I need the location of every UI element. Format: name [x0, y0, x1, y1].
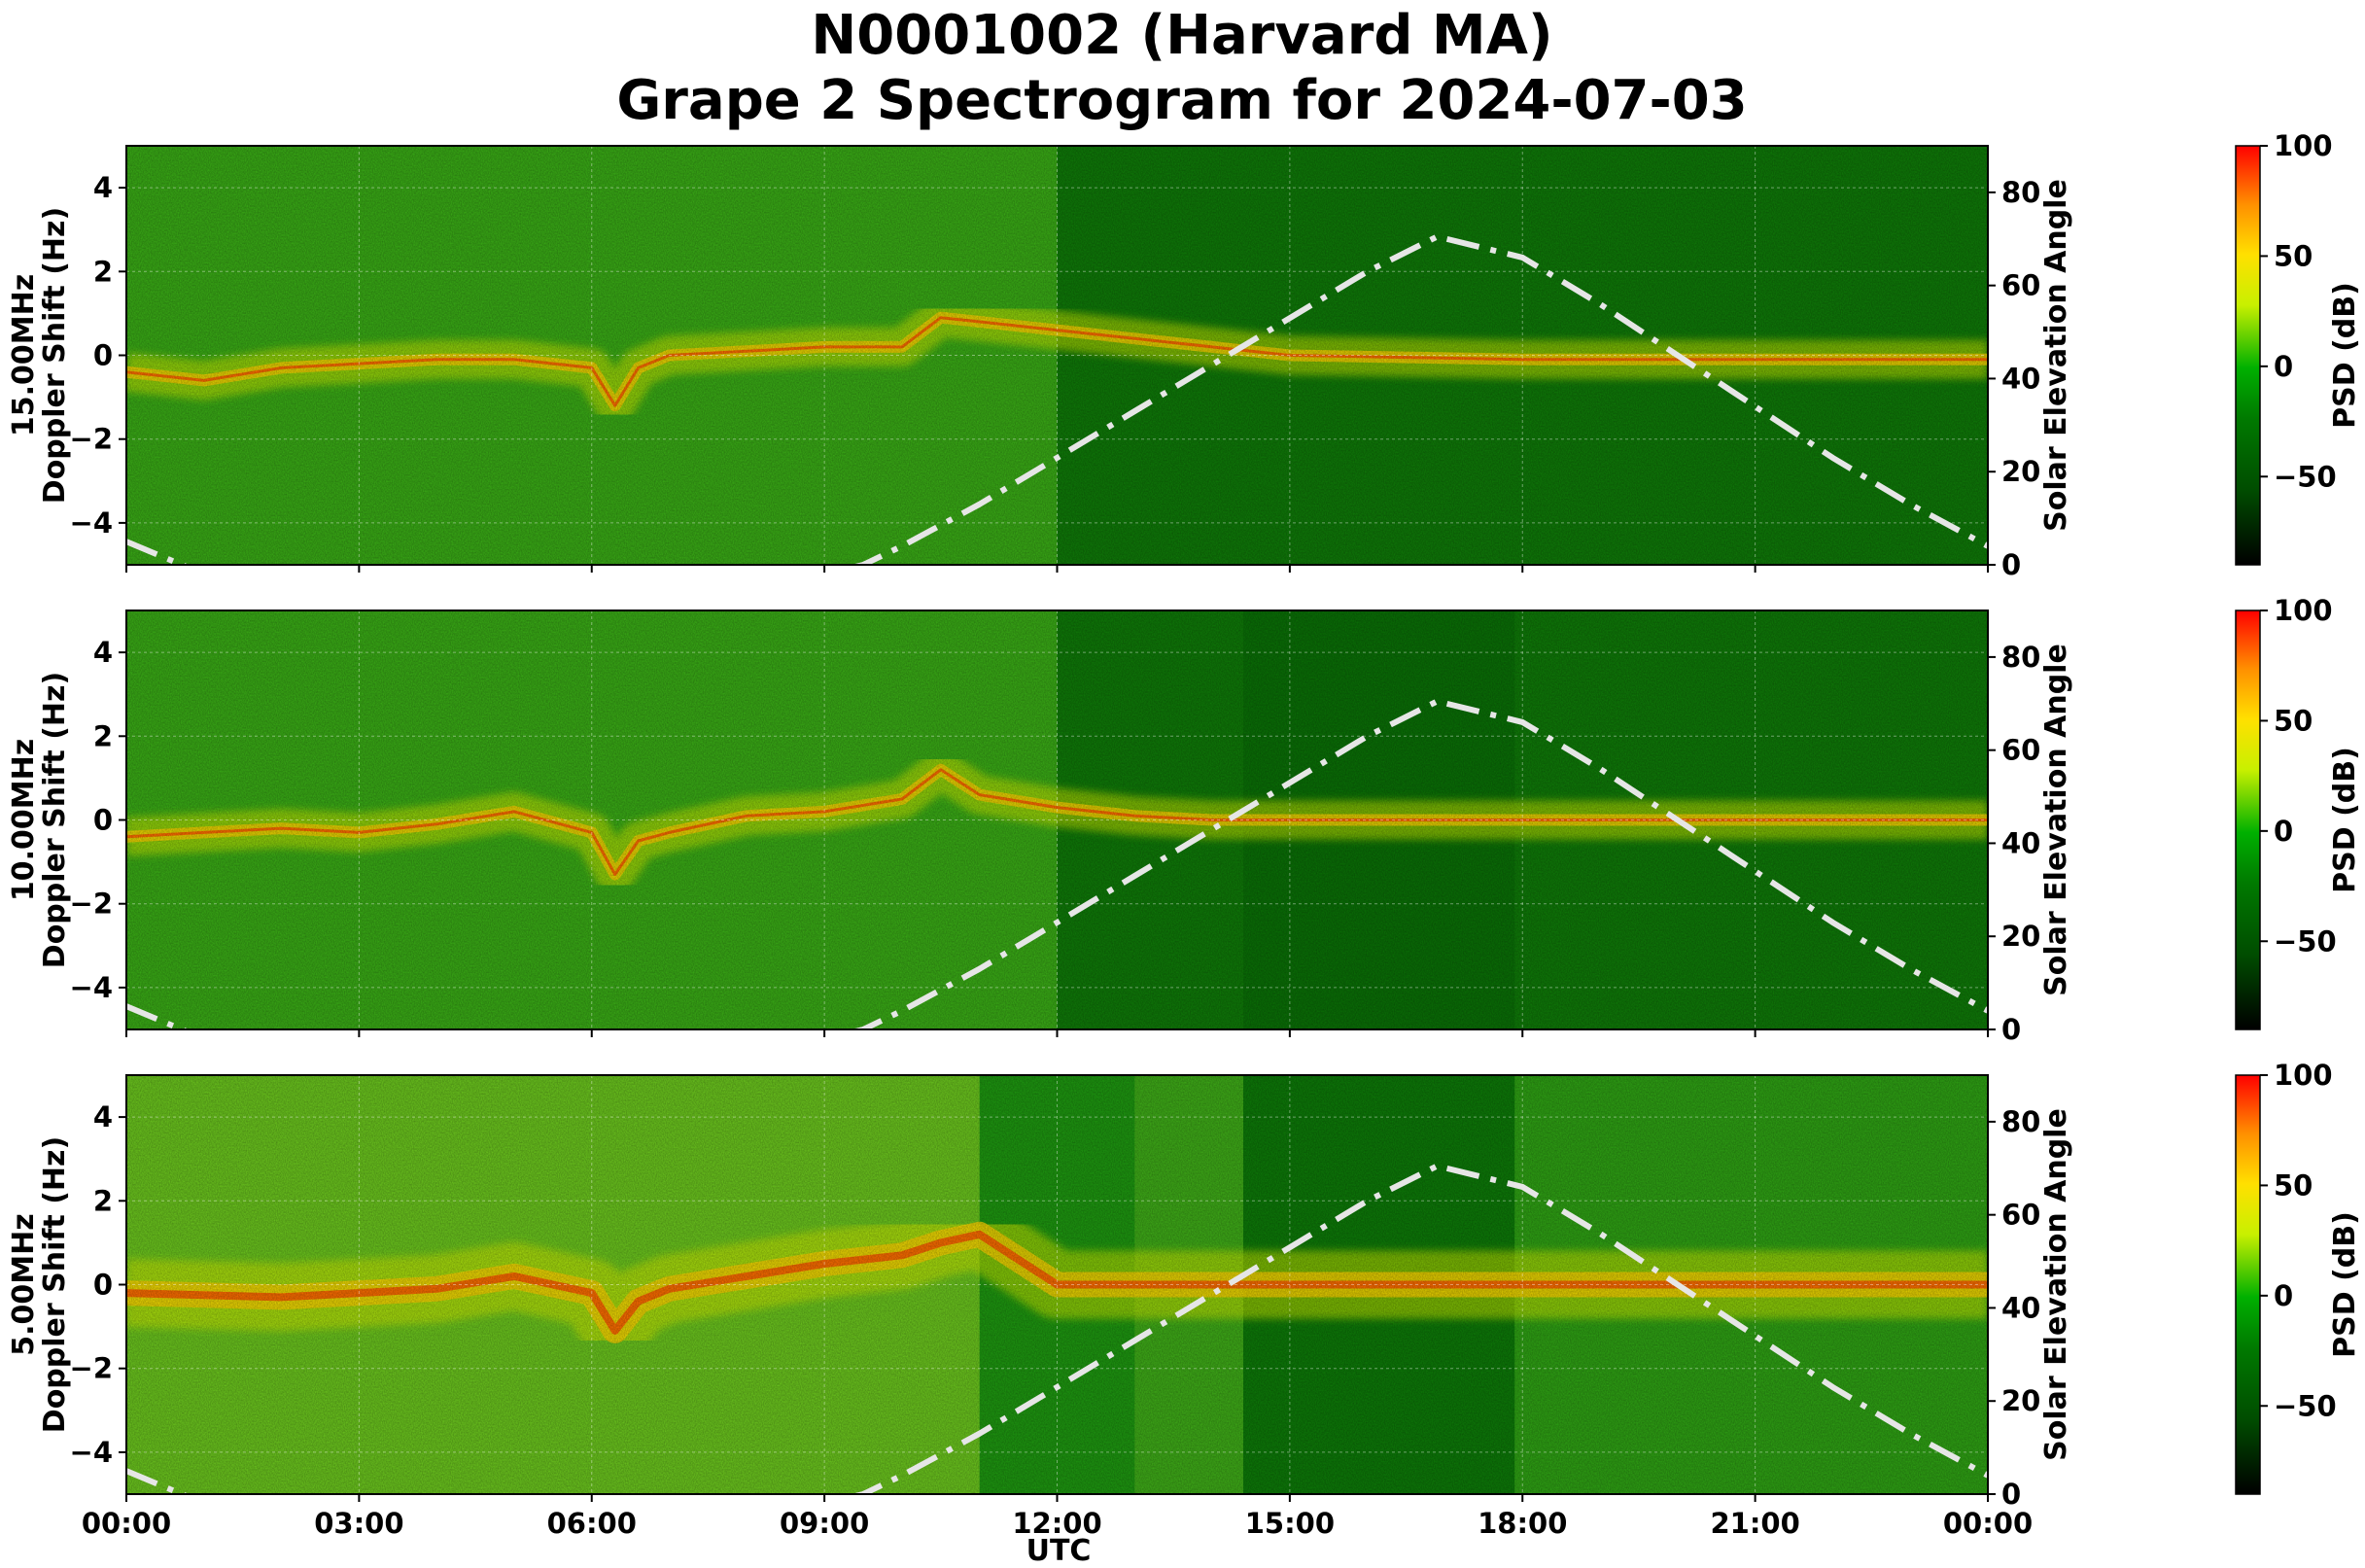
- panel-5MHz-y2label: Solar Elevation Angle: [2039, 1108, 2073, 1461]
- panel-15MHz-y2label: Solar Elevation Angle: [2039, 179, 2073, 532]
- panel-10MHz-colorbar-tick-label: 50: [2274, 704, 2313, 737]
- panel-5MHz-colorbar-tick-label: −50: [2274, 1389, 2337, 1422]
- panel-10MHz-colorbar-tick-label: −50: [2274, 924, 2337, 958]
- chart-title-line-1: N0001002 (Harvard MA): [811, 4, 1552, 67]
- panel-10MHz-ytick-label: −2: [70, 888, 113, 921]
- panel-5MHz-ytick-label: 4: [93, 1100, 113, 1133]
- panel-5MHz-ytick-label: −2: [70, 1352, 113, 1385]
- panel-10MHz-ytick-label: 2: [93, 719, 113, 752]
- panel-15MHz-colorbar-tick-label: −50: [2274, 460, 2337, 493]
- panel-5MHz-y2tick-label: 0: [2001, 1478, 2021, 1511]
- panel-5MHz-y2tick-label: 40: [2001, 1291, 2040, 1324]
- panel-5MHz-ylabel-doppler: Doppler Shift (Hz): [38, 1136, 72, 1433]
- panel-5MHz-ylabel-frequency: 5.00MHz: [7, 1213, 41, 1355]
- panel-15MHz-ytick-label: −2: [70, 423, 113, 456]
- panel-15MHz-colorbar-label: PSD (dB): [2328, 282, 2362, 429]
- x-tick-label: 18:00: [1478, 1507, 1567, 1540]
- chart-title-line-2: Grape 2 Spectrogram for 2024-07-03: [616, 69, 1747, 132]
- panel-15MHz-plot: [126, 146, 1988, 565]
- panel-10MHz-ytick-label: 4: [93, 636, 113, 669]
- panel-10MHz-ytick-label: 0: [93, 804, 113, 837]
- panel-10MHz-ylabel-frequency: 10.00MHz: [7, 739, 41, 901]
- panel-15MHz-colorbar-tick-label: 100: [2274, 129, 2333, 162]
- panel-15MHz-ytick-label: −4: [70, 506, 113, 540]
- x-tick-label: 00:00: [1943, 1507, 2033, 1540]
- x-axis-label: UTC: [1026, 1534, 1092, 1568]
- panel-10MHz-y2tick-label: 80: [2001, 641, 2040, 674]
- panel-15MHz-y2tick-label: 40: [2001, 362, 2040, 395]
- panel-10MHz-colorbar-tick-label: 100: [2274, 594, 2333, 627]
- panel-10MHz-solar-elevation-curve: [126, 698, 1988, 1029]
- panel-5MHz-ytick-label: 2: [93, 1184, 113, 1217]
- panel-15MHz-ylabel-doppler: Doppler Shift (Hz): [38, 207, 72, 504]
- panel-5MHz-colorbar-tick-label: 0: [2274, 1279, 2293, 1312]
- panel-5MHz-y2tick-label: 80: [2001, 1105, 2040, 1138]
- panel-5MHz-colorbar-tick-label: 50: [2274, 1168, 2313, 1202]
- x-tick-label: 15:00: [1245, 1507, 1335, 1540]
- panel-15MHz-ytick-label: 0: [93, 339, 113, 372]
- x-tick-label: 03:00: [314, 1507, 403, 1540]
- panel-15MHz-ytick-label: 2: [93, 255, 113, 288]
- panel-5MHz-y2tick-label: 60: [2001, 1199, 2040, 1232]
- panel-5MHz-colorbar-label: PSD (dB): [2328, 1211, 2362, 1358]
- x-tick-label: 21:00: [1710, 1507, 1799, 1540]
- panel-5MHz-colorbar-tick-label: 100: [2274, 1059, 2333, 1092]
- panel-15MHz-colorbar-tick-label: 50: [2274, 239, 2313, 272]
- panel-15MHz-ytick-label: 4: [93, 171, 113, 204]
- panel-10MHz-colorbar-tick-label: 0: [2274, 815, 2293, 848]
- panel-15MHz-solar-elevation-curve: [126, 233, 1988, 565]
- panel-5MHz-y2tick-label: 20: [2001, 1384, 2040, 1417]
- panel-15MHz-y2tick-label: 60: [2001, 269, 2040, 302]
- x-tick-label: 09:00: [780, 1507, 869, 1540]
- x-tick-label: 06:00: [547, 1507, 637, 1540]
- panel-10MHz-colorbar-label: PSD (dB): [2328, 747, 2362, 893]
- panel-10MHz-y2tick-label: 60: [2001, 734, 2040, 767]
- panel-10MHz-y2label: Solar Elevation Angle: [2039, 644, 2073, 996]
- panel-10MHz-ylabel-doppler: Doppler Shift (Hz): [38, 672, 72, 968]
- panel-15MHz-y2tick-label: 0: [2001, 548, 2021, 581]
- panel-15MHz-colorbar-tick-label: 0: [2274, 350, 2293, 383]
- panel-15MHz-y2tick-label: 20: [2001, 455, 2040, 488]
- panel-15MHz-y2tick-label: 80: [2001, 176, 2040, 209]
- panel-10MHz-y2tick-label: 0: [2001, 1013, 2021, 1046]
- panel-5MHz-colorbar: [2235, 1074, 2261, 1495]
- panel-15MHz-ylabel-frequency: 15.00MHz: [7, 274, 41, 436]
- panel-5MHz-ytick-label: −4: [70, 1436, 113, 1469]
- panel-10MHz-colorbar: [2235, 610, 2261, 1030]
- panel-15MHz-colorbar: [2235, 145, 2261, 566]
- panel-10MHz-y2tick-label: 20: [2001, 920, 2040, 953]
- panel-5MHz-ytick-label: 0: [93, 1269, 113, 1302]
- x-tick-label: 12:00: [1012, 1507, 1101, 1540]
- panel-10MHz-ytick-label: −4: [70, 971, 113, 1004]
- panel-5MHz-plot: [126, 1075, 1988, 1494]
- panel-10MHz-plot: [126, 610, 1988, 1029]
- panel-5MHz-solar-elevation-curve: [126, 1163, 1988, 1494]
- x-tick-label: 00:00: [82, 1507, 171, 1540]
- panel-10MHz-y2tick-label: 40: [2001, 826, 2040, 859]
